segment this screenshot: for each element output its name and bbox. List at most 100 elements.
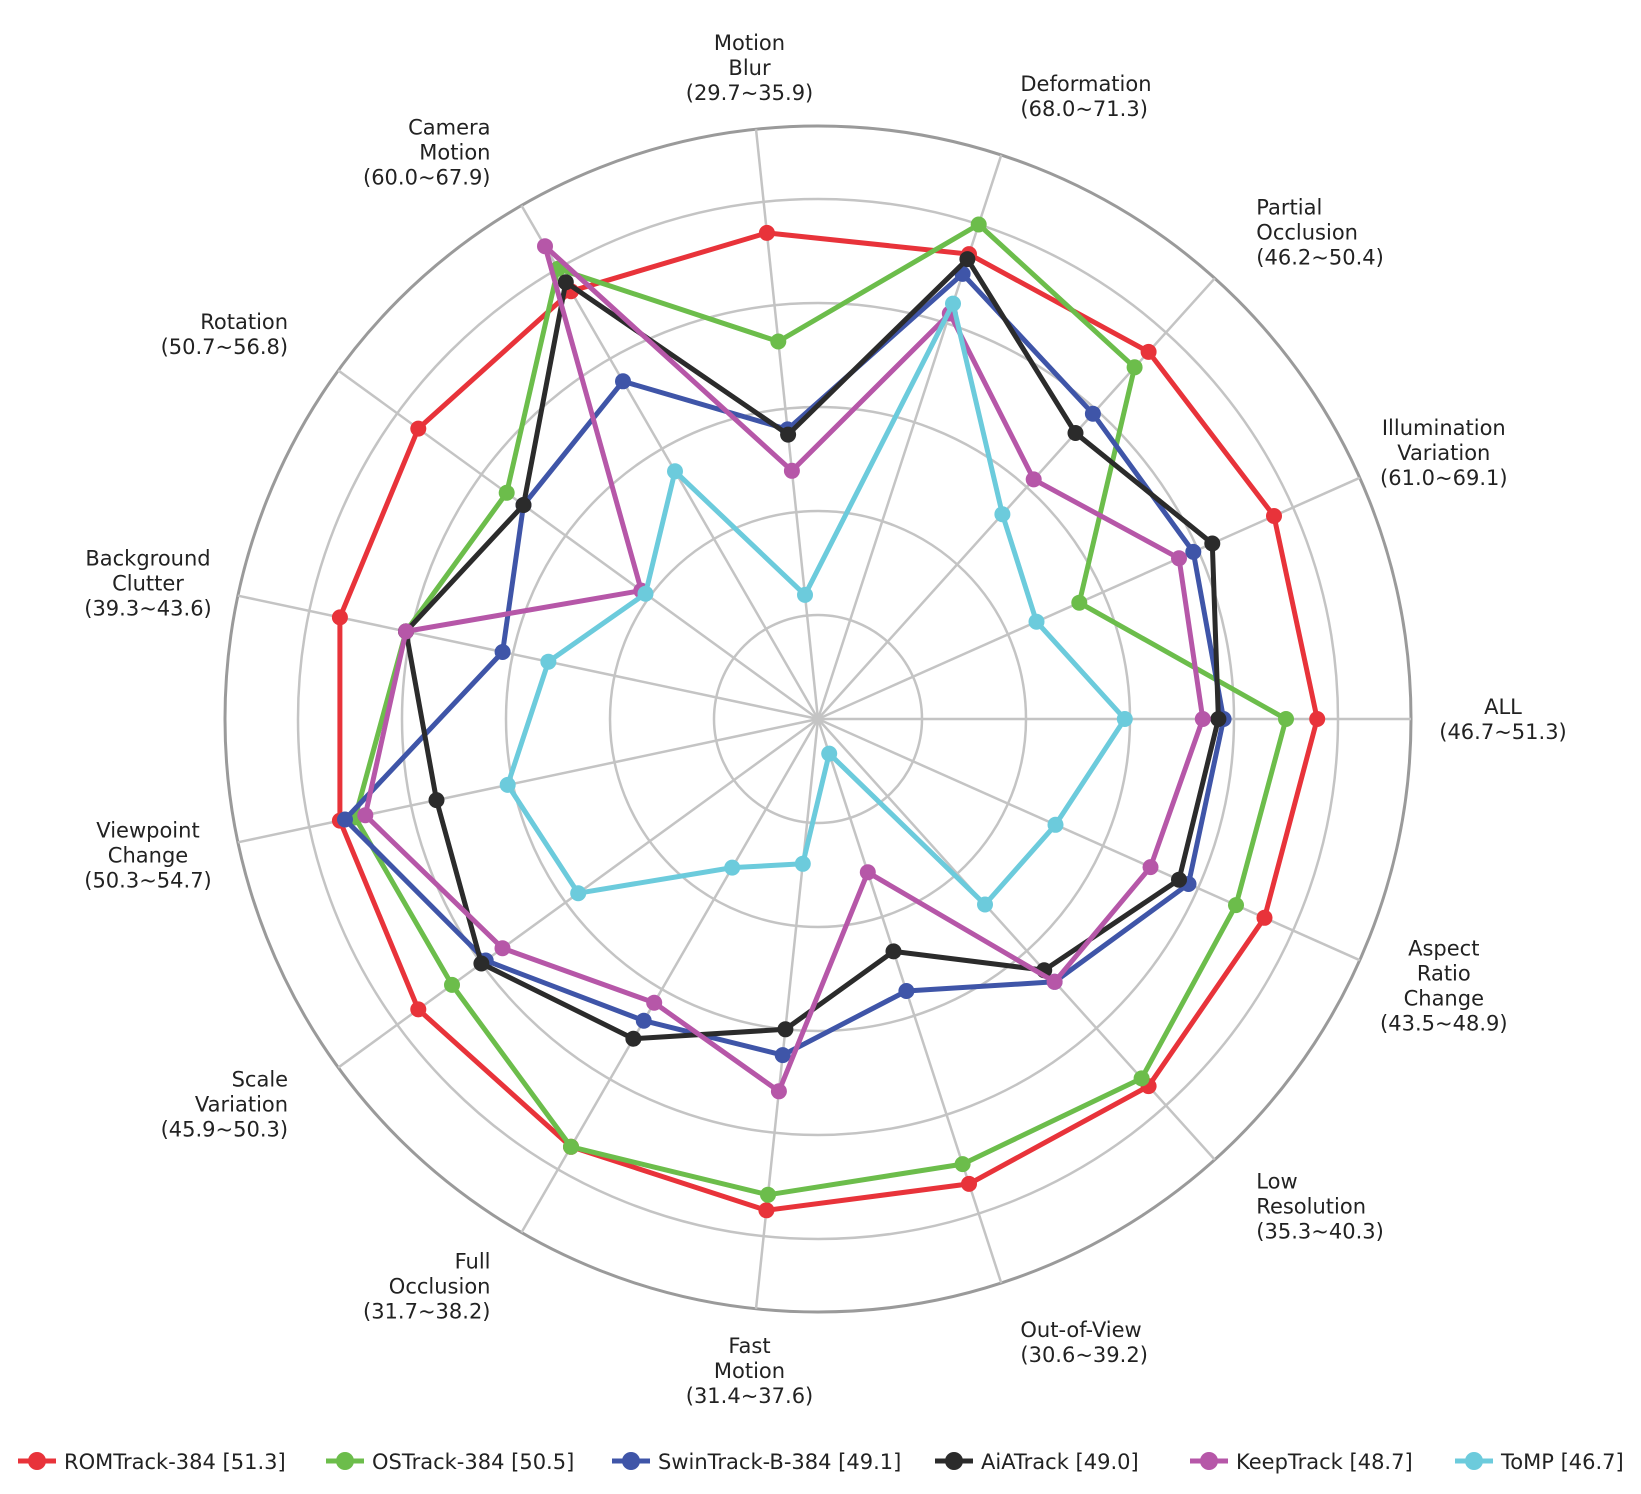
axis-label-7-line-0: Background xyxy=(85,546,210,570)
axis-label-11-line-1: Motion xyxy=(714,1359,785,1383)
series-0 xyxy=(331,224,1326,1219)
axis-label-9-line-1: Variation xyxy=(195,1093,288,1117)
series-4-point-8 xyxy=(357,807,374,824)
axis-label-1: Illumination Variation (61.0~69.1) xyxy=(1380,416,1508,490)
legend-label-1: OSTrack-384 [50.5] xyxy=(372,1450,574,1474)
series-5-point-1 xyxy=(1028,613,1045,630)
series-0-point-4 xyxy=(758,224,775,241)
axis-label-8: Viewpoint Change (50.3~54.7) xyxy=(84,819,212,893)
axis-label-4-line-0: Motion xyxy=(714,31,785,55)
legend-swatch-marker-5 xyxy=(1465,1452,1483,1470)
axis-label-9-range: (45.9~50.3) xyxy=(161,1118,289,1142)
axis-label-3: Deformation (68.0~71.3) xyxy=(1020,72,1151,121)
axis-label-2-line-0: Partial xyxy=(1256,196,1322,220)
series-5-point-8 xyxy=(499,776,516,793)
series-3-point-5 xyxy=(557,274,574,291)
legend-swatch-marker-1 xyxy=(336,1452,354,1470)
radar-spokes xyxy=(237,129,1411,1309)
axis-label-10-range: (31.7~38.2) xyxy=(363,1300,491,1324)
series-4-point-5 xyxy=(537,238,553,255)
spoke-8 xyxy=(237,717,819,844)
legend: ROMTrack-384 [51.3] OSTrack-384 [50.5] Swi… xyxy=(18,1450,1624,1474)
series-1-point-4 xyxy=(770,333,787,350)
legend-label-3: AiATrack [49.0] xyxy=(981,1450,1139,1474)
series-4-point-14 xyxy=(1142,859,1159,876)
spoke-7 xyxy=(237,594,819,721)
axis-label-14-line-0: Aspect xyxy=(1408,936,1479,960)
series-5-point-0 xyxy=(1116,711,1133,727)
series-line-0 xyxy=(337,230,1320,1213)
series-5-point-3 xyxy=(945,295,961,312)
series-line-1 xyxy=(352,222,1289,1198)
series-layer xyxy=(331,216,1326,1219)
axis-label-4-line-1: Blur xyxy=(728,56,771,80)
axis-label-5-line-0: Camera xyxy=(408,115,490,139)
series-2-point-8 xyxy=(337,811,353,828)
series-5 xyxy=(499,295,1133,913)
legend-label-4: KeepTrack [48.7] xyxy=(1236,1450,1413,1474)
series-5-point-2 xyxy=(994,506,1011,523)
axis-label-6: Rotation (50.7~56.8) xyxy=(161,310,289,359)
series-0-point-2 xyxy=(1140,343,1157,360)
series-2-point-12 xyxy=(898,983,915,999)
axis-labels: ALL (46.7~51.3) Illumination Variation (61.0… xyxy=(84,31,1567,1408)
series-3-point-11 xyxy=(777,1021,794,1038)
axis-label-12-line-0: Out-of-View xyxy=(1020,1318,1141,1342)
series-3-point-9 xyxy=(473,955,490,972)
series-4-point-9 xyxy=(494,940,511,957)
axis-label-14-range: (43.5~48.9) xyxy=(1380,1011,1508,1035)
axis-label-4: Motion Blur (29.7~35.9) xyxy=(686,31,814,105)
axis-label-2-range: (46.2~50.4) xyxy=(1256,246,1384,270)
axis-label-0: ALL (46.7~51.3) xyxy=(1439,695,1567,744)
series-4-point-13 xyxy=(1046,973,1063,990)
legend-label-5: ToMP [46.7] xyxy=(1500,1450,1624,1474)
axis-label-2-line-1: Occlusion xyxy=(1256,221,1358,245)
axis-label-9: Scale Variation (45.9~50.3) xyxy=(161,1068,289,1142)
series-line-5 xyxy=(505,301,1128,907)
axis-label-7-range: (39.3~43.6) xyxy=(84,596,212,620)
axis-label-13-line-0: Low xyxy=(1256,1169,1297,1193)
series-line-4 xyxy=(362,243,1206,1094)
series-5-point-10 xyxy=(724,859,741,876)
axis-label-13-range: (35.3~40.3) xyxy=(1256,1219,1384,1243)
axis-label-1-line-1: Variation xyxy=(1397,441,1490,465)
series-2-point-5 xyxy=(615,373,631,390)
legend-label-2: SwinTrack-B-384 [49.1] xyxy=(658,1450,901,1474)
series-line-3 xyxy=(403,256,1221,1042)
series-4-point-11 xyxy=(770,1083,787,1100)
legend-label-0: ROMTrack-384 [51.3] xyxy=(64,1450,286,1474)
legend-swatch-marker-4 xyxy=(1200,1452,1218,1470)
axis-label-3-range: (68.0~71.3) xyxy=(1020,97,1148,121)
axis-label-10-line-1: Occlusion xyxy=(389,1275,491,1299)
axis-label-3-line-0: Deformation xyxy=(1020,72,1151,96)
series-4-point-4 xyxy=(783,462,800,479)
series-3-point-10 xyxy=(625,1030,642,1047)
legend-item-3: AiATrack [49.0] xyxy=(935,1450,1139,1474)
series-3-point-1 xyxy=(1204,535,1221,552)
series-4-point-2 xyxy=(1025,471,1042,488)
series-1-point-2 xyxy=(1126,359,1143,376)
series-1-point-11 xyxy=(760,1186,776,1203)
legend-swatch-marker-3 xyxy=(945,1452,963,1470)
series-3-point-14 xyxy=(1171,871,1187,888)
legend-item-5: ToMP [46.7] xyxy=(1455,1450,1624,1474)
series-4-point-1 xyxy=(1171,550,1187,567)
series-4-point-0 xyxy=(1194,711,1211,727)
series-0-point-14 xyxy=(1256,909,1273,926)
axis-label-11: Fast Motion (31.4~37.6) xyxy=(686,1334,814,1408)
series-0-point-0 xyxy=(1309,711,1326,727)
series-5-point-7 xyxy=(540,653,557,670)
series-5-point-6 xyxy=(637,585,654,602)
axis-label-14: Aspect Ratio Change (43.5~48.9) xyxy=(1380,936,1508,1035)
legend-item-2: SwinTrack-B-384 [49.1] xyxy=(612,1450,901,1474)
series-5-point-13 xyxy=(977,896,993,913)
series-3-point-8 xyxy=(428,792,445,809)
series-1-point-13 xyxy=(1133,1070,1150,1087)
series-3-point-6 xyxy=(515,497,532,513)
axis-label-10: Full Occlusion (31.7~38.2) xyxy=(363,1250,491,1324)
legend-item-1: OSTrack-384 [50.5] xyxy=(326,1450,574,1474)
axis-label-12: Out-of-View (30.6~39.2) xyxy=(1020,1318,1148,1367)
axis-label-4-range: (29.7~35.9) xyxy=(686,81,814,105)
axis-label-2: Partial Occlusion (46.2~50.4) xyxy=(1256,196,1384,270)
axis-label-6-line-0: Rotation xyxy=(200,310,288,334)
